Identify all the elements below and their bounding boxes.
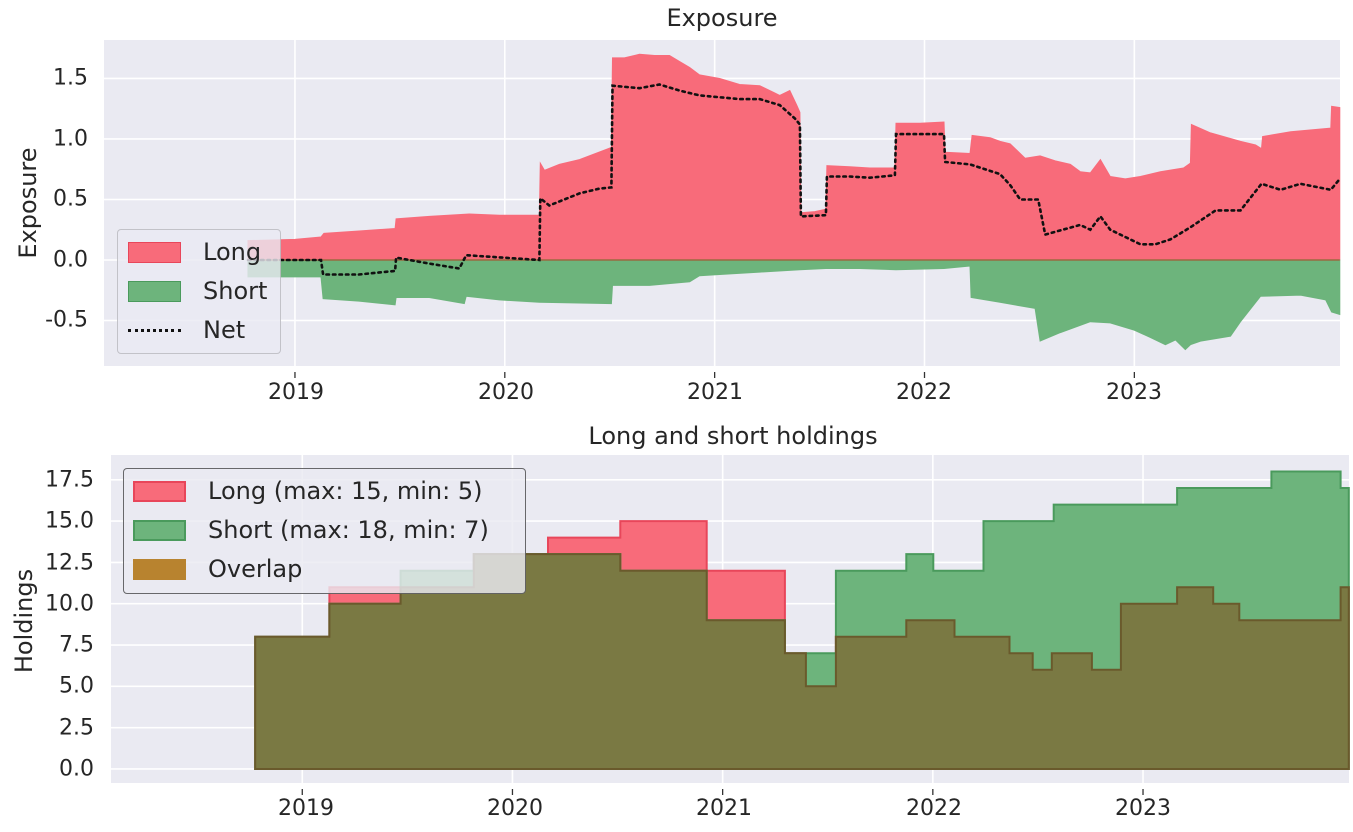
holdings-ytick: 15.0 [45,508,94,534]
legend-label-net: Net [203,316,246,344]
legend-label-long: Long [203,238,262,266]
holdings-legend: Long (max: 15, min: 5) Short (max: 18, m… [123,468,526,594]
holdings-ytick: 5.0 [59,673,94,699]
holdings-ytick: 0.0 [59,756,94,782]
short-swatch-icon [128,280,181,302]
legend-entry-net: Net [128,316,245,344]
holdings-xtick: 2022 [906,796,962,821]
legend-entry-long-holdings: Long (max: 15, min: 5) [133,477,482,505]
exposure-axes [104,40,1342,378]
exposure-ytick: 1.5 [53,65,88,91]
holdings-ytick: 10.0 [45,591,94,617]
holdings-axes [111,455,1350,795]
legend-entry-overlap: Overlap [133,555,302,583]
holdings-xtick: 2020 [487,796,543,821]
holdings-chart-title: Long and short holdings [588,422,878,450]
holdings-ytick: 7.5 [59,632,94,658]
holdings-xtick: 2023 [1115,796,1171,821]
holdings-xtick: 2019 [278,796,334,821]
exposure-xtick: 2019 [268,380,324,405]
net-dotted-line-icon [128,328,181,332]
exposure-legend: Long Short Net [117,229,281,354]
legend-entry-long: Long [128,238,261,266]
exposure-xtick: 2022 [896,380,952,405]
short-swatch-icon [133,519,186,541]
exposure-xtick: 2020 [478,380,534,405]
holdings-y-axis-label: Holdings [10,568,38,674]
exposure-ytick: 1.0 [53,126,88,152]
legend-entry-short: Short [128,277,267,305]
exposure-ytick: -0.5 [45,307,88,333]
exposure-ytick: 0.0 [53,247,88,273]
exposure-xtick: 2023 [1106,380,1162,405]
holdings-ytick: 17.5 [45,467,94,493]
holdings-xtick: 2021 [696,796,752,821]
exposure-chart-title: Exposure [666,4,778,32]
holdings-ytick: 2.5 [59,715,94,741]
long-swatch-icon [133,480,186,502]
holdings-ytick: 12.5 [45,550,94,576]
long-swatch-icon [128,241,181,263]
legend-label-short-holdings: Short (max: 18, min: 7) [208,516,489,544]
legend-entry-short-holdings: Short (max: 18, min: 7) [133,516,489,544]
legend-label-short: Short [203,277,268,305]
legend-label-overlap: Overlap [208,555,303,583]
legend-label-long-holdings: Long (max: 15, min: 5) [208,477,483,505]
exposure-ytick: 0.5 [53,186,88,212]
exposure-xtick: 2021 [687,380,743,405]
overlap-swatch-icon [133,558,186,580]
